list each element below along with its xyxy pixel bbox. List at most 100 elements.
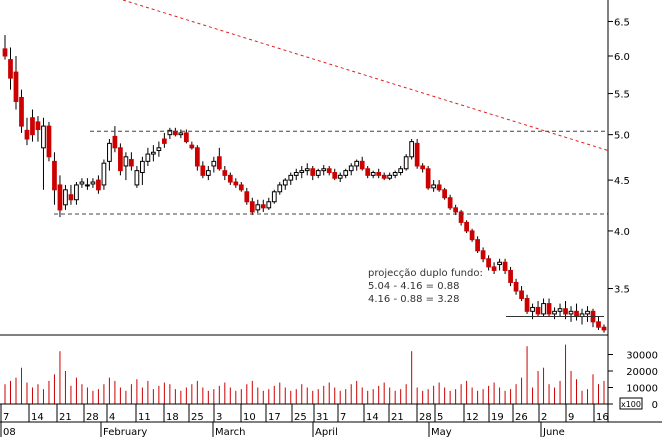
date-day-label: 31 — [316, 412, 329, 423]
candle-down — [524, 298, 530, 312]
date-day-label: 18 — [166, 412, 179, 423]
candle-up — [288, 174, 294, 181]
price-tick-label: 4.0 — [614, 227, 630, 238]
candle-up — [134, 170, 140, 186]
candle-down — [172, 130, 178, 136]
reference-lines — [54, 0, 609, 318]
candle-down — [227, 174, 233, 183]
date-day-label: 11 — [138, 412, 151, 423]
date-day-label: 28 — [86, 412, 99, 423]
candle-down — [491, 266, 497, 271]
volume-tick-label: 20000 — [626, 367, 658, 378]
candle-down — [129, 159, 134, 167]
candle-down — [326, 168, 332, 174]
candle-down — [249, 201, 255, 213]
downtrend-line — [122, 0, 609, 151]
date-month-label: June — [542, 427, 565, 437]
volume-tick-label: 30000 — [626, 351, 658, 362]
double-bottom-annotation: projecção duplo fundo: 5.04 - 4.16 = 0.88… — [368, 268, 483, 305]
candle-down — [118, 147, 123, 172]
candle-up — [151, 151, 156, 155]
date-month-label: April — [315, 427, 338, 437]
candle-down — [19, 96, 24, 127]
candle-up — [315, 170, 321, 176]
volume-tick-label: 10000 — [626, 384, 658, 395]
annotation-line: projecção duplo fundo: — [368, 268, 483, 279]
candlestick-series — [2, 34, 607, 333]
date-day-label: 26 — [515, 412, 528, 423]
volume-panel — [4, 344, 605, 404]
date-day-label: 14 — [31, 412, 44, 423]
candle-down — [563, 308, 568, 315]
candle-down — [447, 197, 453, 209]
candle-up — [167, 129, 173, 136]
candle-up — [205, 170, 211, 176]
date-day-label: 16 — [596, 412, 609, 423]
candle-up — [74, 184, 79, 201]
candle-up — [63, 189, 68, 206]
candle-down — [508, 269, 513, 283]
candle-up — [282, 179, 288, 186]
volume-tick-label: 0 — [652, 400, 658, 411]
candle-up — [398, 168, 404, 174]
candle-down — [546, 303, 552, 315]
candle-down — [601, 326, 607, 331]
candle-down — [57, 184, 63, 211]
candle-down — [574, 310, 579, 318]
candle-up — [392, 172, 398, 176]
candle-down — [2, 48, 8, 57]
candle-up — [343, 170, 349, 176]
date-month-label: March — [215, 427, 245, 437]
candle-down — [458, 211, 464, 223]
price-tick-label: 5.0 — [614, 131, 630, 142]
candle-up — [585, 310, 590, 315]
date-day-label: 28 — [419, 412, 432, 423]
candle-down — [216, 156, 222, 170]
candle-down — [469, 230, 475, 241]
candle-down — [112, 135, 118, 149]
candle-up — [156, 147, 162, 151]
date-day-label: 10 — [243, 412, 256, 423]
candle-up — [123, 156, 129, 167]
price-tick-label: 3.5 — [614, 285, 630, 296]
date-month-label: May — [431, 427, 452, 437]
candle-down — [96, 179, 101, 191]
candle-up — [354, 160, 360, 167]
candle-down — [414, 142, 420, 167]
candle-down — [502, 261, 508, 271]
candle-up — [568, 310, 574, 315]
candle-up — [293, 172, 299, 176]
candle-down — [183, 132, 189, 143]
volume-unit-label: x100 — [621, 400, 641, 409]
date-day-label: 25 — [294, 412, 307, 423]
volume-axis: 30000 20000 10000 0 x100 — [608, 351, 658, 411]
date-day-label: 17 — [268, 412, 281, 423]
candle-down — [310, 168, 316, 176]
candle-up — [321, 168, 327, 172]
candle-up — [90, 181, 96, 185]
candle-up — [178, 132, 184, 136]
candle-up — [277, 184, 283, 193]
date-day-label: 12 — [466, 412, 479, 423]
candle-down — [519, 290, 524, 300]
candle-up — [101, 162, 107, 186]
candle-down — [332, 172, 338, 179]
candle-down — [381, 174, 387, 179]
candle-up — [271, 191, 277, 203]
date-day-label: 2 — [541, 412, 547, 423]
candle-up — [370, 172, 376, 176]
candle-down — [453, 207, 458, 213]
candle-down — [359, 160, 365, 170]
candle-down — [442, 189, 448, 199]
date-day-label: 7 — [340, 412, 346, 423]
candle-up — [530, 306, 535, 312]
date-day-label: 3 — [216, 412, 222, 423]
candle-down — [238, 184, 244, 191]
date-day-label: 21 — [59, 412, 72, 423]
candle-up — [431, 184, 437, 189]
candle-up — [552, 310, 557, 315]
candle-down — [8, 59, 13, 79]
candle-up — [337, 174, 343, 179]
candle-up — [140, 160, 145, 174]
